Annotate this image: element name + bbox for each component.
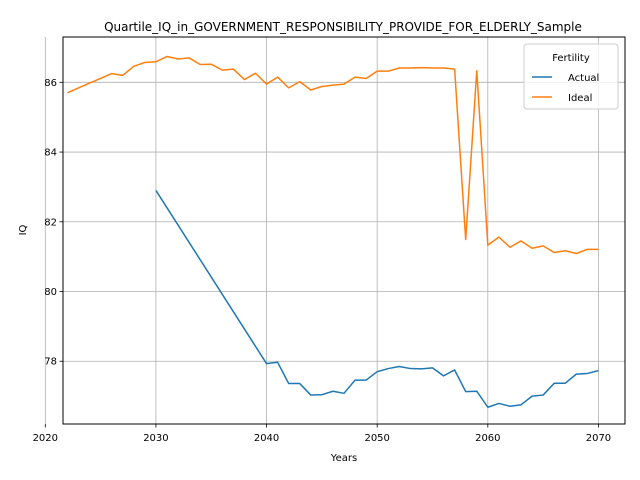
plot-area-frame	[62, 36, 626, 425]
legend-label-ideal: Ideal	[568, 93, 592, 104]
y-axis-ticks: 78 80 82 84 86	[44, 78, 63, 368]
legend: Fertility Actual Ideal	[523, 43, 619, 110]
series-lines	[67, 55, 599, 409]
y-tick-label: 84	[44, 148, 57, 159]
legend-title: Fertility	[552, 53, 590, 64]
x-tick-label: 2020	[33, 433, 58, 444]
legend-label-actual: Actual	[568, 73, 599, 84]
x-tick-label: 2030	[143, 433, 168, 444]
series-line-ideal	[67, 55, 599, 255]
x-tick-label: 2060	[475, 433, 500, 444]
x-axis-ticks: 2020 2030 2040 2050 2060 2070	[33, 424, 611, 444]
y-tick-label: 78	[44, 357, 57, 368]
y-axis-label: IQ	[18, 224, 29, 235]
x-axis-label: Years	[330, 453, 357, 464]
x-tick-label: 2070	[586, 433, 611, 444]
chart-title: Quartile_IQ_in_GOVERNMENT_RESPONSIBILITY…	[104, 20, 582, 34]
series-line-actual	[155, 190, 599, 409]
x-tick-label: 2050	[364, 433, 389, 444]
x-tick-label: 2040	[254, 433, 279, 444]
y-tick-label: 80	[44, 287, 57, 298]
y-tick-label: 82	[44, 217, 57, 228]
y-tick-label: 86	[44, 78, 57, 89]
legend-box	[523, 43, 619, 110]
